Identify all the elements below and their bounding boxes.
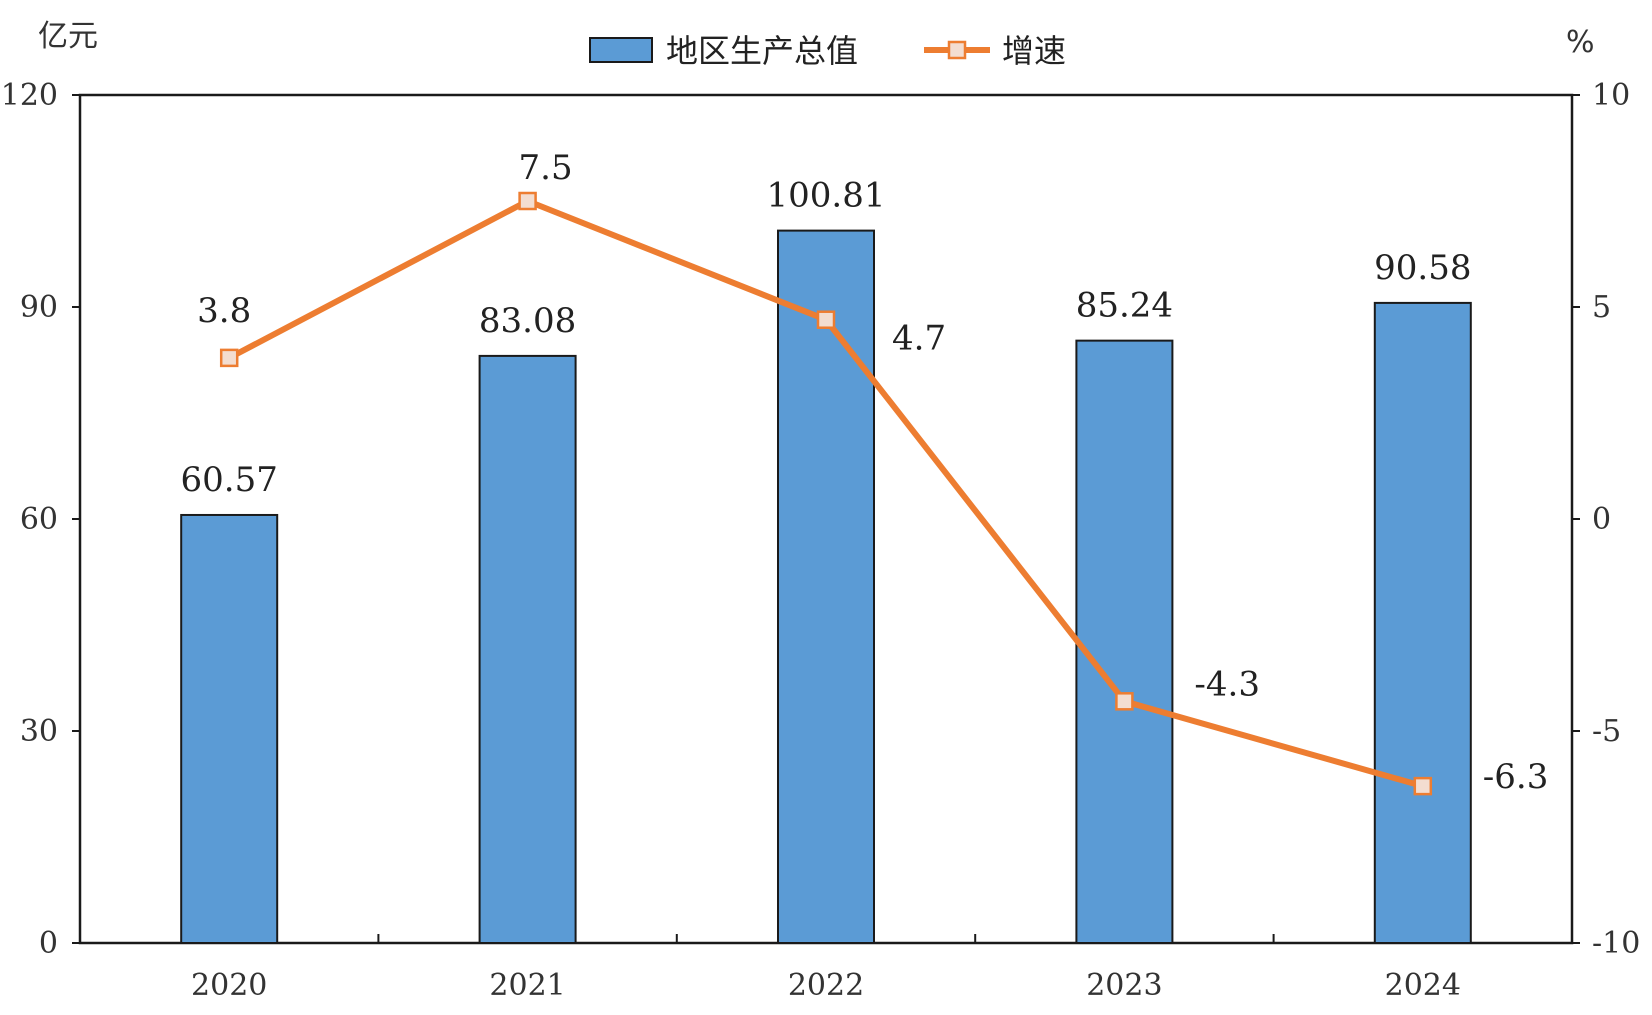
growth-rate-point-2023 (1115, 692, 1134, 711)
line-series (219, 191, 1433, 796)
axis-ticks: 0 30 60 90 120 -10 -5 0 5 10 2020 2021 2022 2023 2024 (1, 78, 1641, 1003)
bar-value-label: 83.08 (479, 301, 576, 341)
right-axis-tick-label: -10 (1592, 926, 1640, 961)
growth-rate-point-2024 (1413, 776, 1433, 796)
bar-value-label: 100.81 (767, 176, 886, 216)
left-axis-tick-label: 30 (20, 714, 58, 749)
growth-rate-point-2022 (816, 310, 836, 329)
bar-2020 (180, 513, 279, 944)
x-axis-tick-label: 2023 (1086, 968, 1162, 1003)
line-value-label: 3.8 (197, 291, 251, 331)
x-axis-tick-label: 2020 (191, 968, 267, 1003)
right-axis-unit: % (1566, 25, 1595, 60)
left-axis-tick-label: 120 (1, 78, 58, 113)
legend-bar-label: 地区生产总值 (666, 32, 858, 70)
legend: 地区生产总值 增速 (589, 32, 1066, 70)
data-labels: 60.57 83.08 100.81 85.24 90.58 3.8 7.5 4.7 -4.3 -… (181, 148, 1549, 797)
bar-value-label: 90.58 (1374, 248, 1471, 288)
left-axis-unit: 亿元 (38, 19, 98, 54)
line-value-label: 4.7 (892, 319, 946, 359)
left-axis-tick-label: 60 (20, 502, 58, 537)
x-axis-tick-label: 2024 (1385, 968, 1461, 1003)
right-axis-tick-label: 5 (1592, 290, 1611, 325)
line-value-label: -4.3 (1194, 664, 1260, 704)
line-value-label: -6.3 (1483, 757, 1549, 797)
left-axis-tick-label: 0 (39, 926, 58, 961)
growth-rate-point-2020 (219, 348, 239, 368)
x-axis-tick-label: 2021 (489, 968, 565, 1003)
bar-2024 (1373, 301, 1472, 945)
legend-bar-swatch (589, 37, 653, 63)
right-axis-tick-label: 0 (1592, 502, 1611, 537)
bar-2021 (478, 354, 577, 945)
line-value-label: 7.5 (519, 148, 573, 188)
growth-rate-point-2021 (518, 191, 537, 211)
right-axis-tick-label: -5 (1592, 714, 1621, 749)
bar-2023 (1075, 339, 1174, 944)
right-axis-tick-label: 10 (1592, 78, 1630, 113)
bar-2022 (777, 229, 875, 945)
bar-value-label: 60.57 (181, 460, 278, 500)
legend-line-marker (947, 40, 967, 60)
bar-value-label: 85.24 (1076, 286, 1173, 326)
legend-line-label: 增速 (1002, 32, 1066, 70)
x-axis-tick-label: 2022 (788, 968, 864, 1003)
left-axis-tick-label: 90 (20, 290, 58, 325)
bar-series (180, 229, 1472, 945)
